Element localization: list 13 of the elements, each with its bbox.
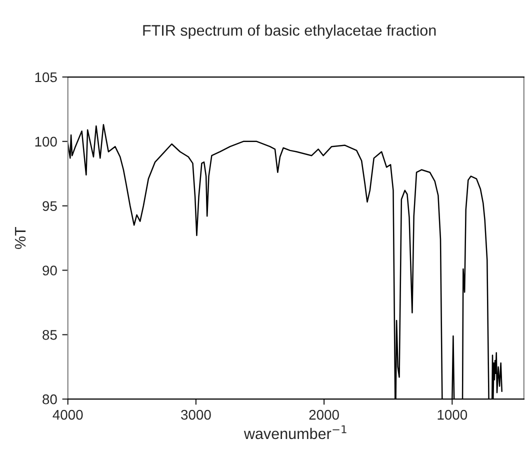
y-axis-title: %T: [14, 226, 26, 249]
x-tick-label: 1000: [438, 410, 468, 420]
y-tick-label: 95: [42, 201, 57, 212]
x-tick-label: 3000: [181, 410, 211, 420]
chart-title: FTIR spectrum of basic ethylacetae fraction: [143, 24, 436, 39]
x-tick-label: 2000: [309, 410, 339, 420]
x-axis-title: wavenumber$^{−1}$: [244, 425, 346, 440]
y-tick-label: 90: [42, 266, 57, 276]
y-tick-label: 100: [35, 136, 57, 147]
y-tick-label: 85: [42, 330, 57, 340]
y-tick-label: 80: [42, 394, 57, 404]
x-tick-label: 4000: [52, 410, 83, 420]
y-tick-label: 105: [35, 72, 57, 82]
